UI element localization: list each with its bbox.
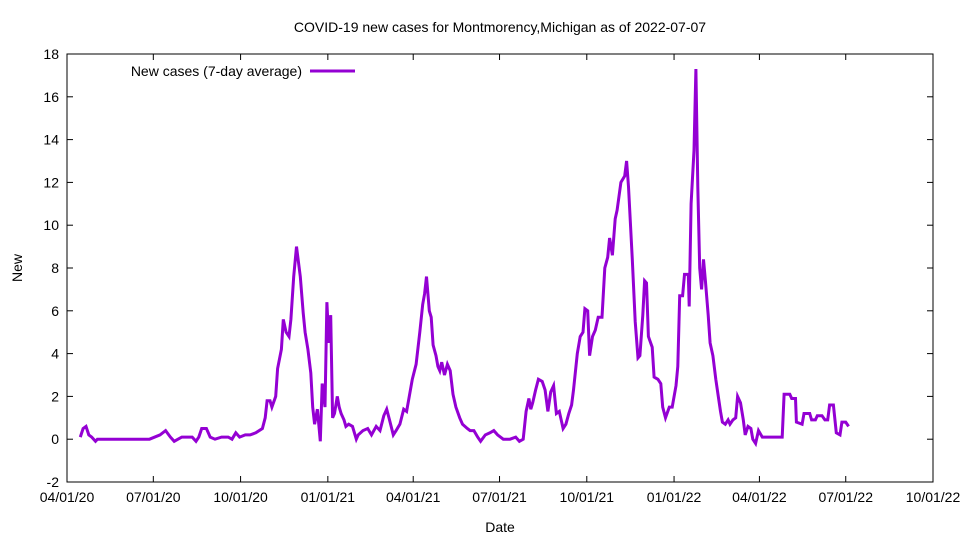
y-tick-label: 0 [51, 431, 59, 447]
y-tick-label: 4 [51, 346, 59, 362]
x-tick-label: 04/01/22 [732, 489, 787, 505]
x-axis-label: Date [485, 519, 515, 535]
x-tick-label: 10/01/21 [560, 489, 615, 505]
y-axis: -2 0 2 4 6 8 10 12 14 16 18 [43, 46, 933, 490]
x-tick-label: 10/01/20 [213, 489, 268, 505]
chart-title: COVID-19 new cases for Montmorency,Michi… [294, 19, 706, 35]
legend-label: New cases (7-day average) [131, 63, 302, 79]
x-tick-label: 07/01/20 [126, 489, 181, 505]
y-tick-label: 8 [51, 260, 59, 276]
x-tick-label: 01/01/22 [647, 489, 702, 505]
x-tick-label: 01/01/21 [301, 489, 356, 505]
y-tick-label: -2 [47, 474, 60, 490]
y-tick-label: 12 [43, 174, 59, 190]
legend: New cases (7-day average) [131, 63, 355, 79]
x-tick-label: 04/01/21 [386, 489, 441, 505]
y-axis-label: New [9, 253, 25, 282]
y-tick-label: 6 [51, 303, 59, 319]
x-tick-label: 10/01/22 [906, 489, 960, 505]
y-tick-label: 18 [43, 46, 59, 62]
y-tick-label: 2 [51, 388, 59, 404]
series-line-new-cases [78, 68, 850, 448]
x-tick-label: 07/01/21 [472, 489, 527, 505]
x-axis: 04/01/20 07/01/20 10/01/20 01/01/21 04/01/21… [40, 54, 960, 505]
y-tick-label: 16 [43, 89, 59, 105]
y-tick-label: 10 [43, 217, 59, 233]
y-tick-label: 14 [43, 132, 59, 148]
x-tick-label: 04/01/20 [40, 489, 95, 505]
x-tick-label: 07/01/22 [818, 489, 873, 505]
